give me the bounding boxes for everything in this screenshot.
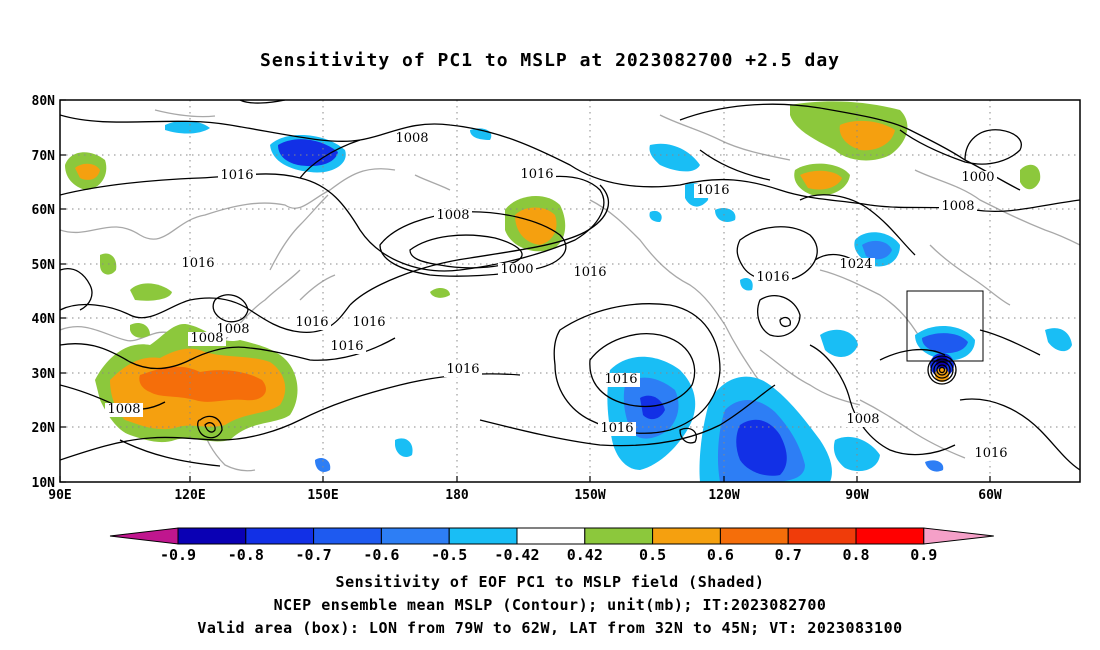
lon-tick-label: 60W: [978, 488, 1002, 503]
colorbar-segment: [313, 527, 382, 545]
contour-label-bg: [188, 332, 226, 346]
colorbar-segment: [584, 527, 654, 545]
contour-label: 1024: [839, 257, 872, 272]
colorbar-label: 0.5: [639, 546, 666, 564]
map-title: Sensitivity of PC1 to MSLP at 2023082700…: [259, 50, 840, 71]
contour-label-bg: [939, 200, 977, 214]
contour-label: 1016: [604, 372, 637, 387]
latitude-axis: 10N 20N 30N 40N 50N 60N 70N 80N: [32, 94, 66, 491]
contour-label-bg: [350, 316, 388, 330]
contour-label: 1016: [600, 421, 633, 436]
lat-tick-label: 80N: [32, 94, 56, 109]
contour-label: 1008: [846, 412, 879, 427]
colorbar-segment: [652, 527, 721, 545]
plot-frame: [59, 99, 1081, 483]
colorbar-label: 0.6: [707, 546, 734, 564]
contour-label: 1016: [330, 339, 363, 354]
contour-label: 1016: [181, 256, 214, 271]
colorbar-labels: -0.9 -0.8 -0.7 -0.6 -0.5 -0.42 0.42 0.5 0.6 0.7 0.…: [160, 546, 937, 564]
sensitivity-shading: [65, 101, 1072, 482]
lat-tick-label: 40N: [32, 312, 56, 327]
colorbar-label: -0.8: [228, 546, 264, 564]
contour-label: 1016: [696, 183, 729, 198]
contour-label: 1000: [961, 170, 994, 185]
contour-label-bg: [837, 258, 875, 272]
contour-label: 1016: [220, 168, 253, 183]
valid-area-box: [906, 290, 984, 362]
contour-label-bg: [328, 340, 366, 354]
colorbar-right-triangle: [923, 527, 994, 545]
contour-label-bg: [972, 447, 1010, 461]
contour-label-bg: [434, 209, 472, 223]
lat-tick-label: 50N: [32, 258, 56, 273]
colorbar-segment: [448, 527, 518, 545]
contour-label: 1000: [500, 262, 533, 277]
caption-valid-area: Valid area (box): LON from 79W to 62W, L…: [197, 619, 903, 637]
colorbar-segment: [177, 527, 247, 545]
colorbar-segment: [787, 527, 857, 545]
longitude-axis: 90E 120E 150E 180 150W 120W 90W 60W: [48, 476, 1002, 503]
contour-label-bg: [498, 263, 536, 277]
contour-label: 1016: [352, 315, 385, 330]
caption-shaded: Sensitivity of EOF PC1 to MSLP field (Sh…: [335, 573, 765, 591]
lat-tick-label: 30N: [32, 367, 56, 382]
contour-label-bg: [444, 363, 482, 377]
lat-tick-label: 20N: [32, 421, 56, 436]
colorbar-segment: [245, 527, 315, 545]
contour-label: 1016: [520, 167, 553, 182]
lon-tick-label: 120W: [708, 488, 739, 503]
lon-tick-label: 150E: [307, 488, 338, 503]
colorbar-label: 0.7: [775, 546, 802, 564]
lon-tick-label: 90W: [845, 488, 869, 503]
contour-label: 1008: [436, 208, 469, 223]
lat-tick-label: 60N: [32, 203, 56, 218]
lon-tick-label: 90E: [48, 488, 71, 503]
colorbar-label: -0.7: [296, 546, 332, 564]
colorbar-segment: [855, 527, 925, 545]
contour-label: 1016: [295, 315, 328, 330]
colorbar-segment: [719, 527, 789, 545]
contour-label: 1016: [573, 265, 606, 280]
colorbar-label: -0.42: [494, 546, 539, 564]
contour-label-bg: [844, 413, 882, 427]
colorbar-label: 0.8: [842, 546, 869, 564]
colorbar-label: -0.5: [431, 546, 467, 564]
contour-label: 1008: [107, 402, 140, 417]
contour-label-bg: [105, 403, 143, 417]
colorbar-label: -0.6: [363, 546, 399, 564]
colorbar-label: -0.9: [160, 546, 196, 564]
contour-label: 1016: [974, 446, 1007, 461]
contour-label: 1008: [941, 199, 974, 214]
colorbar-segment: [516, 527, 586, 545]
contour-label: 1016: [446, 362, 479, 377]
contour-label-bg: [754, 271, 792, 285]
contour-label-bg: [393, 132, 431, 146]
lat-tick-label: 10N: [32, 476, 56, 491]
colorbar-left-triangle: [109, 527, 179, 545]
contour-label: 1008: [190, 331, 223, 346]
colorbar-segment: [380, 527, 450, 545]
contour-label: 1016: [756, 270, 789, 285]
colorbar-label: 0.9: [910, 546, 937, 564]
contour-label-bg: [179, 257, 217, 271]
contour-label-bg: [571, 266, 609, 280]
lon-tick-label: 180: [445, 488, 469, 503]
contour-label-bg: [218, 169, 256, 183]
lon-tick-label: 150W: [574, 488, 605, 503]
contour-label-bg: [959, 171, 997, 185]
contour-label-bg: [598, 422, 636, 436]
contour-label-bg: [602, 373, 640, 387]
contour-label: 1008: [395, 131, 428, 146]
caption-contour: NCEP ensemble mean MSLP (Contour); unit(…: [273, 596, 827, 614]
contour-label-bg: [518, 168, 556, 182]
colorbar-label: 0.42: [567, 546, 603, 564]
colorbar: [109, 527, 994, 545]
contour-label-bg: [694, 184, 732, 198]
contour-label-bg: [293, 316, 331, 330]
lon-tick-label: 120E: [174, 488, 205, 503]
mslp-contours: [60, 100, 1080, 471]
lat-tick-label: 70N: [32, 149, 56, 164]
